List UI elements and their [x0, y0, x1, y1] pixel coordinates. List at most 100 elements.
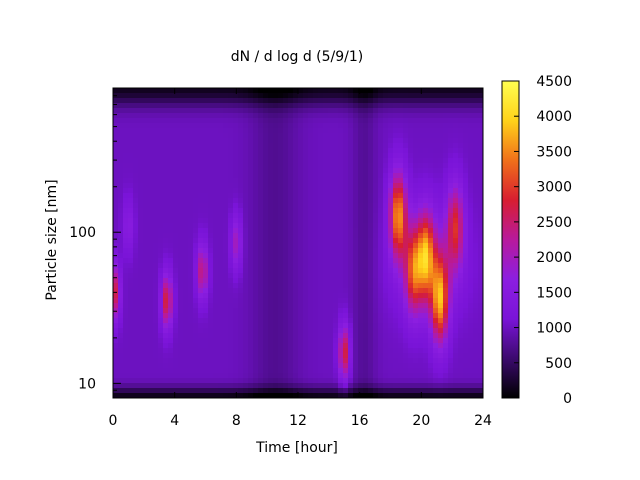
heatmap-cell — [468, 373, 474, 379]
heatmap-cell — [398, 343, 404, 349]
heatmap-cell — [428, 98, 434, 104]
heatmap-cell — [353, 213, 359, 219]
heatmap-cell — [133, 338, 139, 344]
heatmap-cell — [118, 298, 124, 304]
heatmap-cell — [248, 188, 254, 194]
heatmap-cell — [318, 388, 324, 394]
heatmap-cell — [453, 338, 459, 344]
heatmap-cell — [368, 373, 374, 379]
heatmap-cell — [293, 148, 299, 154]
heatmap-cell — [348, 288, 354, 294]
heatmap-cell — [413, 393, 419, 398]
heatmap-cell — [398, 338, 404, 344]
heatmap-cell — [348, 133, 354, 139]
heatmap-cell — [443, 173, 449, 179]
heatmap-cell — [388, 243, 394, 249]
heatmap-cell — [203, 258, 209, 264]
heatmap-cell — [158, 258, 164, 264]
heatmap-cell — [423, 388, 429, 394]
heatmap-cell — [348, 323, 354, 329]
heatmap-cell — [243, 118, 249, 124]
heatmap-cell — [128, 308, 134, 314]
heatmap-cell — [418, 223, 424, 229]
heatmap-cell — [383, 233, 389, 239]
heatmap-cell — [348, 263, 354, 269]
heatmap-cell — [168, 308, 174, 314]
heatmap-cell — [473, 193, 479, 199]
heatmap-cell — [468, 368, 474, 374]
heatmap-cell — [243, 268, 249, 274]
heatmap-cell — [293, 293, 299, 299]
heatmap-cell — [343, 363, 349, 369]
heatmap-cell — [338, 113, 344, 119]
heatmap-cell — [233, 383, 239, 389]
heatmap-cell — [113, 118, 119, 124]
heatmap-cell — [363, 303, 369, 309]
heatmap-cell — [213, 263, 219, 269]
heatmap-cell — [393, 288, 399, 294]
heatmap-cell — [473, 178, 479, 184]
heatmap-cell — [328, 373, 334, 379]
heatmap-cell — [288, 333, 294, 339]
heatmap-cell — [138, 128, 144, 134]
heatmap-cell — [158, 173, 164, 179]
heatmap-cell — [118, 98, 124, 104]
heatmap-cell — [303, 378, 309, 384]
heatmap-cell — [173, 213, 179, 219]
heatmap-cell — [148, 218, 154, 224]
heatmap-cell — [338, 218, 344, 224]
heatmap-cell — [468, 358, 474, 364]
heatmap-cell — [263, 318, 269, 324]
heatmap-cell — [303, 373, 309, 379]
heatmap-cell — [463, 393, 469, 398]
heatmap-cell — [198, 223, 204, 229]
heatmap-cell — [403, 233, 409, 239]
heatmap-cell — [323, 208, 329, 214]
heatmap-cell — [453, 238, 459, 244]
heatmap-cell — [428, 368, 434, 374]
heatmap-cell — [438, 323, 444, 329]
heatmap-cell — [218, 298, 224, 304]
heatmap-cell — [358, 108, 364, 114]
heatmap-cell — [248, 298, 254, 304]
heatmap-cell — [268, 248, 274, 254]
heatmap-cell — [238, 313, 244, 319]
heatmap-cell — [163, 183, 169, 189]
heatmap-cell — [463, 303, 469, 309]
heatmap-cell — [418, 243, 424, 249]
heatmap-cell — [163, 298, 169, 304]
heatmap-cell — [418, 248, 424, 254]
heatmap-cell — [213, 223, 219, 229]
heatmap-cell — [143, 168, 149, 174]
heatmap-cell — [283, 158, 289, 164]
heatmap-cell — [228, 98, 234, 104]
heatmap-cell — [443, 378, 449, 384]
heatmap-cell — [438, 128, 444, 134]
heatmap-cell — [148, 343, 154, 349]
heatmap-cell — [333, 168, 339, 174]
heatmap-cell — [248, 243, 254, 249]
heatmap-cell — [428, 258, 434, 264]
heatmap-cell — [393, 213, 399, 219]
heatmap-cell — [128, 393, 134, 398]
heatmap-cell — [378, 288, 384, 294]
heatmap-cell — [288, 118, 294, 124]
heatmap-cell — [408, 118, 414, 124]
heatmap-cell — [388, 378, 394, 384]
heatmap-cell — [373, 318, 379, 324]
heatmap-cell — [123, 378, 129, 384]
heatmap-cell — [313, 118, 319, 124]
heatmap-cell — [423, 93, 429, 99]
heatmap-cell — [193, 243, 199, 249]
heatmap-cell — [148, 243, 154, 249]
heatmap-cell — [428, 273, 434, 279]
colorbar-tick-label: 2500 — [536, 215, 572, 231]
heatmap-cell — [193, 288, 199, 294]
heatmap-cell — [138, 378, 144, 384]
heatmap-cell — [458, 88, 464, 94]
heatmap-cell — [328, 88, 334, 94]
heatmap-cell — [258, 278, 264, 284]
heatmap-cell — [418, 153, 424, 159]
heatmap-cell — [373, 253, 379, 259]
heatmap-cell — [113, 328, 119, 334]
